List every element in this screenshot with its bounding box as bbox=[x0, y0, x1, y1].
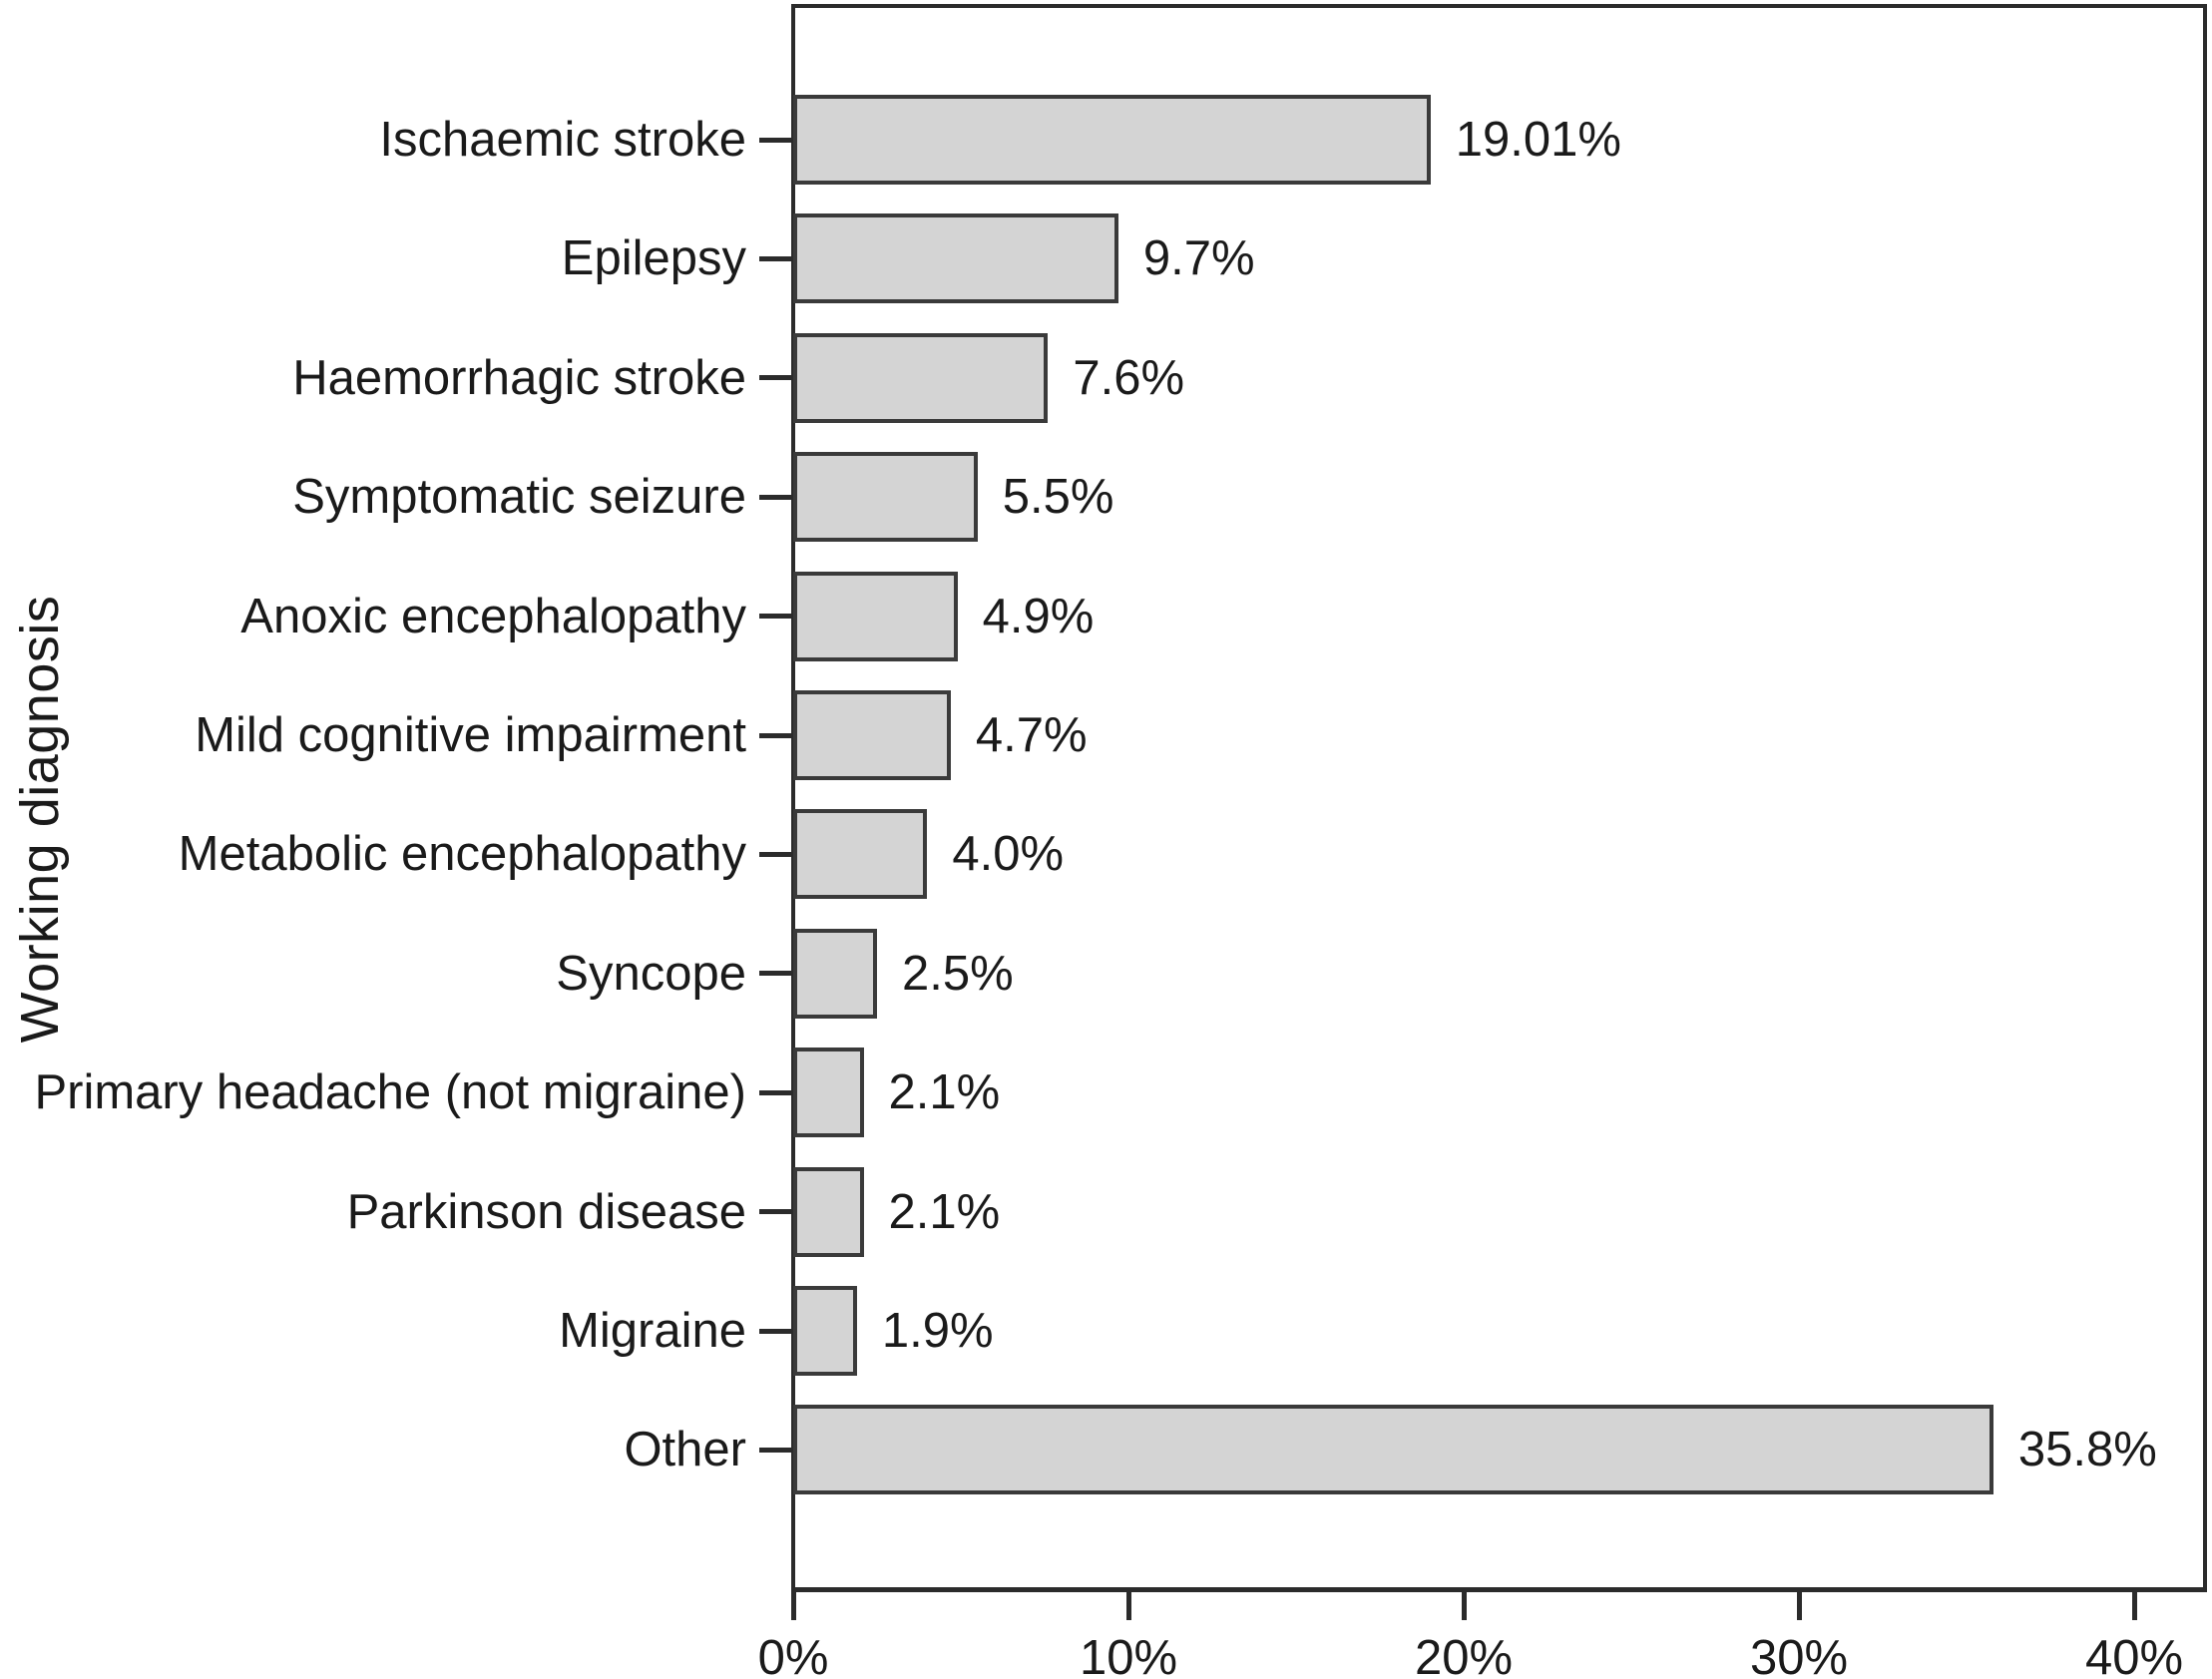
y-axis-tick bbox=[759, 1328, 791, 1334]
category-label: Anoxic encephalopathy bbox=[240, 589, 746, 643]
bar bbox=[793, 1166, 864, 1257]
bar bbox=[793, 1405, 1993, 1495]
y-axis-title: Working diagnosis bbox=[10, 595, 70, 1044]
y-axis-tick bbox=[759, 1209, 791, 1215]
bar bbox=[793, 928, 877, 1019]
value-label: 19.01% bbox=[1455, 113, 1621, 167]
bar bbox=[793, 452, 978, 543]
y-axis-tick bbox=[759, 851, 791, 857]
bar bbox=[793, 690, 951, 780]
x-axis-tick bbox=[1796, 1589, 1802, 1620]
bar bbox=[793, 332, 1049, 423]
category-label: Epilepsy bbox=[561, 231, 746, 286]
y-axis-tick bbox=[759, 1089, 791, 1095]
y-axis-tick bbox=[759, 137, 791, 143]
y-axis-tick bbox=[759, 732, 791, 738]
value-label: 5.5% bbox=[1002, 470, 1114, 525]
bar bbox=[793, 571, 958, 661]
bar bbox=[793, 213, 1118, 304]
value-label: 35.8% bbox=[2017, 1423, 2157, 1477]
value-label: 2.5% bbox=[902, 946, 1014, 1001]
x-tick-label: 30% bbox=[1749, 1631, 1849, 1679]
y-axis-tick bbox=[759, 1447, 791, 1453]
category-label: Other bbox=[624, 1423, 746, 1477]
bar bbox=[793, 95, 1431, 185]
value-label: 4.7% bbox=[975, 708, 1088, 762]
x-axis-tick bbox=[2131, 1589, 2137, 1620]
bar bbox=[793, 1048, 864, 1138]
category-label: Mild cognitive impairment bbox=[195, 708, 746, 762]
category-label: Symptomatic seizure bbox=[292, 470, 746, 525]
y-axis-tick bbox=[759, 494, 791, 500]
value-label: 7.6% bbox=[1073, 350, 1185, 405]
x-tick-label: 10% bbox=[1079, 1631, 1178, 1679]
x-axis-tick bbox=[1461, 1589, 1467, 1620]
x-tick-label: 40% bbox=[2084, 1631, 2184, 1679]
category-label: Migraine bbox=[559, 1304, 746, 1358]
x-axis-tick bbox=[790, 1589, 796, 1620]
category-label: Syncope bbox=[556, 946, 746, 1001]
y-axis-tick bbox=[759, 375, 791, 381]
value-label: 9.7% bbox=[1142, 231, 1255, 286]
value-label: 2.1% bbox=[888, 1184, 1001, 1239]
x-tick-label: 20% bbox=[1414, 1631, 1514, 1679]
bar bbox=[793, 809, 928, 900]
value-label: 4.9% bbox=[982, 589, 1095, 643]
y-axis-tick bbox=[759, 971, 791, 977]
value-label: 1.9% bbox=[881, 1304, 994, 1358]
plot-area bbox=[791, 4, 2207, 1592]
y-axis-tick bbox=[759, 255, 791, 261]
value-label: 2.1% bbox=[888, 1065, 1001, 1120]
category-label: Haemorrhagic stroke bbox=[292, 350, 746, 405]
category-label: Ischaemic stroke bbox=[379, 113, 746, 167]
category-label: Parkinson disease bbox=[346, 1184, 746, 1239]
value-label: 4.0% bbox=[952, 827, 1065, 882]
x-axis-tick bbox=[1125, 1589, 1131, 1620]
bar bbox=[793, 1286, 857, 1376]
category-label: Metabolic encephalopathy bbox=[178, 827, 746, 882]
y-axis-tick bbox=[759, 614, 791, 620]
category-label: Primary headache (not migraine) bbox=[34, 1065, 746, 1120]
x-tick-label: 0% bbox=[757, 1631, 829, 1679]
